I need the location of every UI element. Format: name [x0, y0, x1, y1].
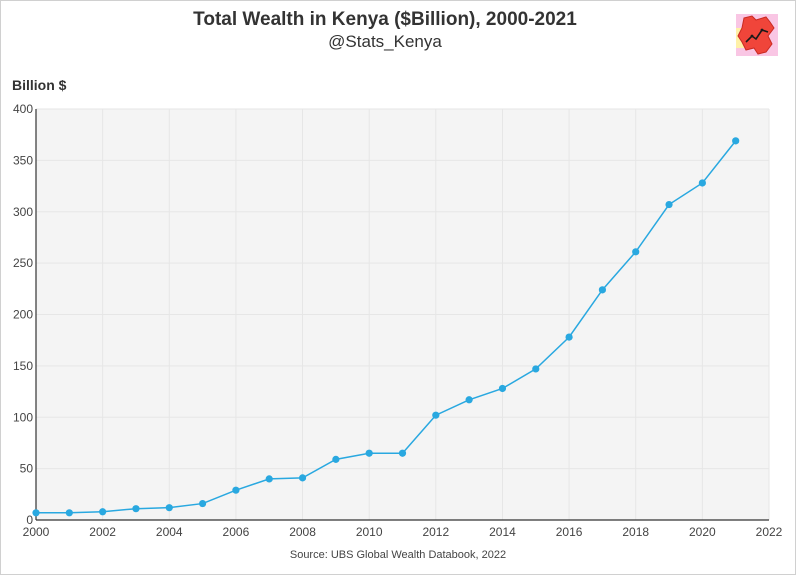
- y-tick-label: 100: [13, 410, 33, 424]
- series-group: [32, 137, 740, 517]
- chart-subtitle: @Stats_Kenya: [328, 32, 442, 51]
- data-point: [232, 486, 240, 494]
- y-tick-label: 400: [13, 102, 33, 116]
- y-tick-label: 50: [20, 462, 34, 476]
- data-point: [365, 449, 373, 457]
- data-point: [532, 365, 540, 373]
- y-tick-label: 300: [13, 205, 33, 219]
- tick-labels: 2000 2002 2004 2006 2008 2010 2012 2014 2016 2018…: [13, 102, 783, 539]
- data-point: [598, 286, 607, 294]
- x-tick-label: 2016: [556, 525, 583, 539]
- data-point: [32, 509, 40, 517]
- x-tick-label: 2022: [756, 525, 783, 539]
- y-tick-label: 200: [13, 308, 33, 322]
- chart-title: Total Wealth in Kenya ($Billion), 2000-2…: [193, 9, 577, 30]
- data-point: [732, 137, 740, 145]
- data-point: [432, 411, 440, 419]
- y-tick-label: 250: [13, 256, 33, 270]
- x-tick-label: 2010: [356, 525, 383, 539]
- data-point: [132, 505, 140, 513]
- y-tick-label: 0: [26, 513, 33, 527]
- x-tick-label: 2018: [622, 525, 649, 539]
- kenya-map-logo-icon: [736, 14, 778, 56]
- x-tick-label: 2006: [223, 525, 250, 539]
- data-point: [498, 384, 507, 393]
- data-point: [398, 449, 407, 457]
- data-point: [198, 499, 207, 508]
- y-tick-label: 150: [13, 359, 33, 373]
- data-point: [465, 396, 473, 404]
- data-point: [265, 475, 273, 483]
- x-tick-label: 2004: [156, 525, 183, 539]
- source-note: Source: UBS Global Wealth Databook, 2022: [289, 549, 507, 561]
- data-point: [332, 455, 340, 463]
- data-point: [99, 508, 107, 516]
- data-point: [698, 179, 706, 187]
- data-point: [298, 474, 307, 482]
- data-point: [65, 509, 73, 517]
- y-axis-label: Billion $: [12, 77, 67, 93]
- data-point: [665, 200, 673, 209]
- x-tick-label: 2014: [489, 525, 516, 539]
- axes: [35, 109, 769, 521]
- x-tick-label: 2002: [89, 525, 116, 539]
- x-tick-label: 2000: [23, 525, 50, 539]
- data-point: [165, 504, 173, 512]
- x-tick-label: 2020: [689, 525, 716, 539]
- x-tick-label: 2012: [422, 525, 449, 539]
- y-tick-label: 350: [13, 153, 33, 167]
- series-line: [36, 140, 737, 514]
- data-point: [632, 248, 640, 256]
- data-point: [565, 333, 573, 341]
- gridlines: [35, 108, 770, 521]
- x-tick-label: 2008: [289, 525, 316, 539]
